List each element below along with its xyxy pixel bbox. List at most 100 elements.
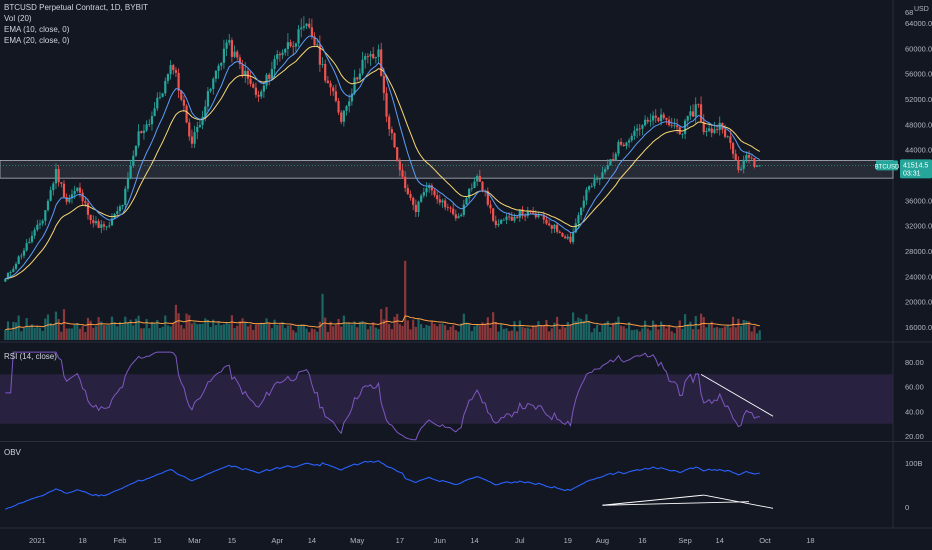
volume-bar — [710, 321, 713, 340]
volume-bar — [62, 309, 66, 340]
candle-body — [545, 219, 548, 224]
volume-bar — [185, 313, 188, 340]
volume-bar — [204, 318, 207, 340]
candle-body — [601, 172, 604, 179]
rsi-tick-label: 20.00 — [905, 432, 924, 441]
volume-bar — [364, 322, 367, 340]
candle-body — [500, 219, 503, 224]
candle-body — [68, 197, 71, 202]
candle-body — [348, 101, 351, 107]
time-tick-label: Jul — [515, 536, 525, 545]
volume-bar — [145, 319, 148, 340]
candle-body — [249, 78, 252, 84]
candle-body — [705, 130, 708, 133]
candle-body — [444, 200, 447, 208]
rsi-title[interactable]: RSI (14, close) — [4, 352, 57, 361]
candle-body — [41, 220, 44, 224]
volume-bar — [430, 321, 433, 340]
candle-body — [308, 23, 311, 28]
candle-body — [166, 74, 170, 81]
rsi-line — [5, 351, 760, 441]
candle-body — [486, 191, 489, 205]
candle-body — [412, 197, 415, 205]
legend-volume[interactable]: Vol (20) — [4, 14, 32, 23]
candle-body — [446, 207, 449, 209]
volume-bar — [70, 328, 74, 340]
volume-bar — [340, 326, 343, 340]
volume-bar — [225, 322, 228, 340]
candle-body — [4, 278, 7, 282]
volume-bar — [580, 318, 583, 340]
candle-body — [508, 216, 511, 218]
candle-body — [46, 200, 50, 211]
candle-body — [374, 56, 377, 59]
candle-body — [430, 185, 433, 191]
volume-bar — [174, 304, 178, 340]
volume-bar — [470, 330, 473, 340]
obv-title[interactable]: OBV — [4, 448, 21, 457]
volume-bar — [289, 325, 292, 340]
volume-bar — [281, 322, 284, 340]
volume-bar — [713, 327, 716, 340]
volume-bar — [441, 323, 444, 340]
legend-ema-20[interactable]: EMA (20, close, 0) — [4, 36, 70, 45]
candle-body — [510, 216, 513, 221]
volume-bar — [68, 328, 71, 340]
candle-body — [84, 201, 87, 204]
volume-bar — [620, 325, 623, 340]
candle-body — [691, 111, 695, 117]
volume-bar — [372, 322, 375, 340]
candle-body — [268, 74, 271, 79]
candle-body — [334, 91, 337, 101]
legend-ema-10[interactable]: EMA (10, close, 0) — [4, 25, 70, 34]
candle-body — [281, 52, 284, 56]
candle-body — [516, 216, 519, 218]
candle-body — [273, 59, 276, 70]
volume-bar — [707, 324, 711, 340]
volume-bar — [14, 322, 18, 340]
candle-body — [596, 179, 599, 180]
volume-bar — [318, 321, 321, 340]
volume-bar — [140, 328, 143, 340]
volume-bar — [94, 326, 98, 340]
volume-bar — [585, 314, 588, 340]
volume-bar — [449, 326, 452, 340]
volume-bar — [532, 325, 535, 340]
candle-body — [9, 272, 12, 274]
volume-bar — [81, 325, 84, 340]
price-tick-label: 24000.0 — [905, 272, 932, 281]
candle-body — [755, 165, 759, 167]
volume-bar — [294, 332, 297, 340]
volume-bar — [542, 325, 545, 340]
volume-bar — [604, 322, 607, 340]
candle-body — [449, 207, 452, 209]
volume-bar — [667, 325, 671, 340]
symbol-title[interactable]: BTCUSD Perpetual Contract, 1D, BYBIT — [4, 3, 149, 12]
candle-body — [460, 214, 463, 217]
candle-body — [36, 224, 39, 230]
candle-body — [713, 129, 716, 133]
volume-bar — [753, 326, 756, 340]
candle-body — [582, 200, 585, 208]
candle-body — [758, 165, 761, 167]
volume-bar — [739, 326, 743, 340]
volume-bar — [246, 326, 250, 340]
volume-bar — [609, 327, 612, 340]
candle-body — [574, 223, 577, 233]
volume-bar — [420, 324, 423, 340]
obv-legend: OBV — [4, 447, 21, 458]
candle-body — [635, 128, 639, 131]
candle-body — [38, 223, 42, 225]
time-tick-label: 18 — [806, 536, 814, 545]
candle-body — [300, 27, 303, 30]
candle-body — [481, 181, 484, 191]
volume-bar — [508, 331, 511, 340]
candle-body — [129, 165, 132, 178]
volume-bar — [510, 330, 513, 340]
candle-body — [44, 210, 47, 221]
candle-body — [326, 80, 329, 84]
candle-body — [630, 135, 633, 141]
candle-body — [121, 205, 124, 207]
candle-body — [329, 83, 332, 88]
